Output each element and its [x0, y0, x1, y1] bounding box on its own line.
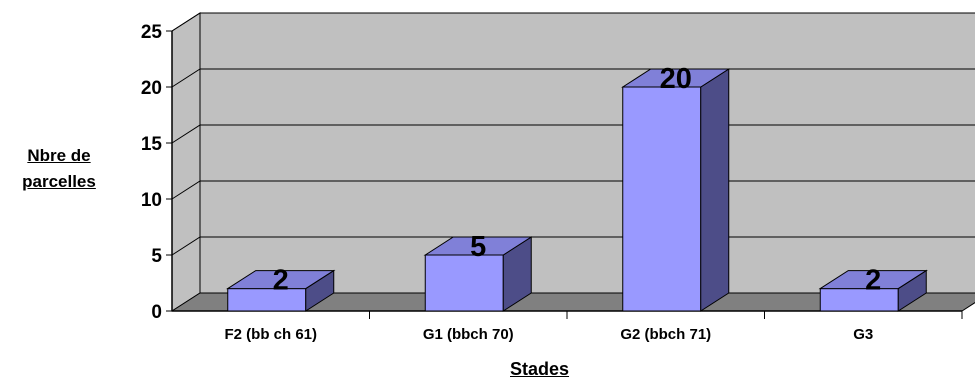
bar-front	[424, 254, 504, 312]
y-tick-label: 15	[141, 134, 163, 155]
labels: 2 F2 (bb ch 61) 5 G1 (bbch 70) 20 G2 (bbch 71…	[224, 63, 881, 343]
bar	[423, 236, 533, 312]
back-wall	[199, 12, 975, 294]
y-tick-label: 25	[141, 22, 163, 43]
bar-top	[226, 270, 336, 290]
bar-front	[819, 288, 899, 312]
y-tick-label: 20	[141, 78, 162, 99]
y-axis-title: Nbre de parcelles	[6, 143, 112, 195]
bar	[621, 68, 731, 312]
chart-back-wall	[170, 12, 975, 312]
data-label: 2	[865, 265, 881, 297]
bar-top	[621, 68, 731, 88]
y-tick-label: 0	[151, 302, 162, 323]
bar-top	[818, 270, 928, 290]
data-label: 20	[660, 63, 692, 95]
bar-front	[227, 288, 307, 312]
data-label: 2	[273, 265, 289, 297]
data-label: 5	[470, 231, 486, 263]
y-axis-title-line-1: Nbre de	[27, 146, 91, 165]
x-tick-label: G3	[853, 326, 873, 343]
x-tick-label: G2 (bbch 71)	[620, 326, 711, 343]
gridline	[171, 12, 975, 32]
y-tick-label: 10	[141, 190, 162, 211]
side-wall	[171, 12, 201, 312]
x-axis-title: Stades	[510, 359, 570, 379]
bar	[818, 269, 928, 312]
bar-top	[423, 236, 533, 256]
y-axis-title-line-2: parcelles	[22, 172, 96, 191]
x-tick-label: F2 (bb ch 61)	[224, 326, 317, 343]
bar	[226, 269, 336, 312]
bar-side	[700, 68, 730, 312]
y-tick-label: 5	[151, 246, 162, 267]
x-tick-label: G1 (bbch 70)	[423, 326, 514, 343]
bars	[226, 68, 928, 312]
bar-front	[622, 86, 702, 312]
